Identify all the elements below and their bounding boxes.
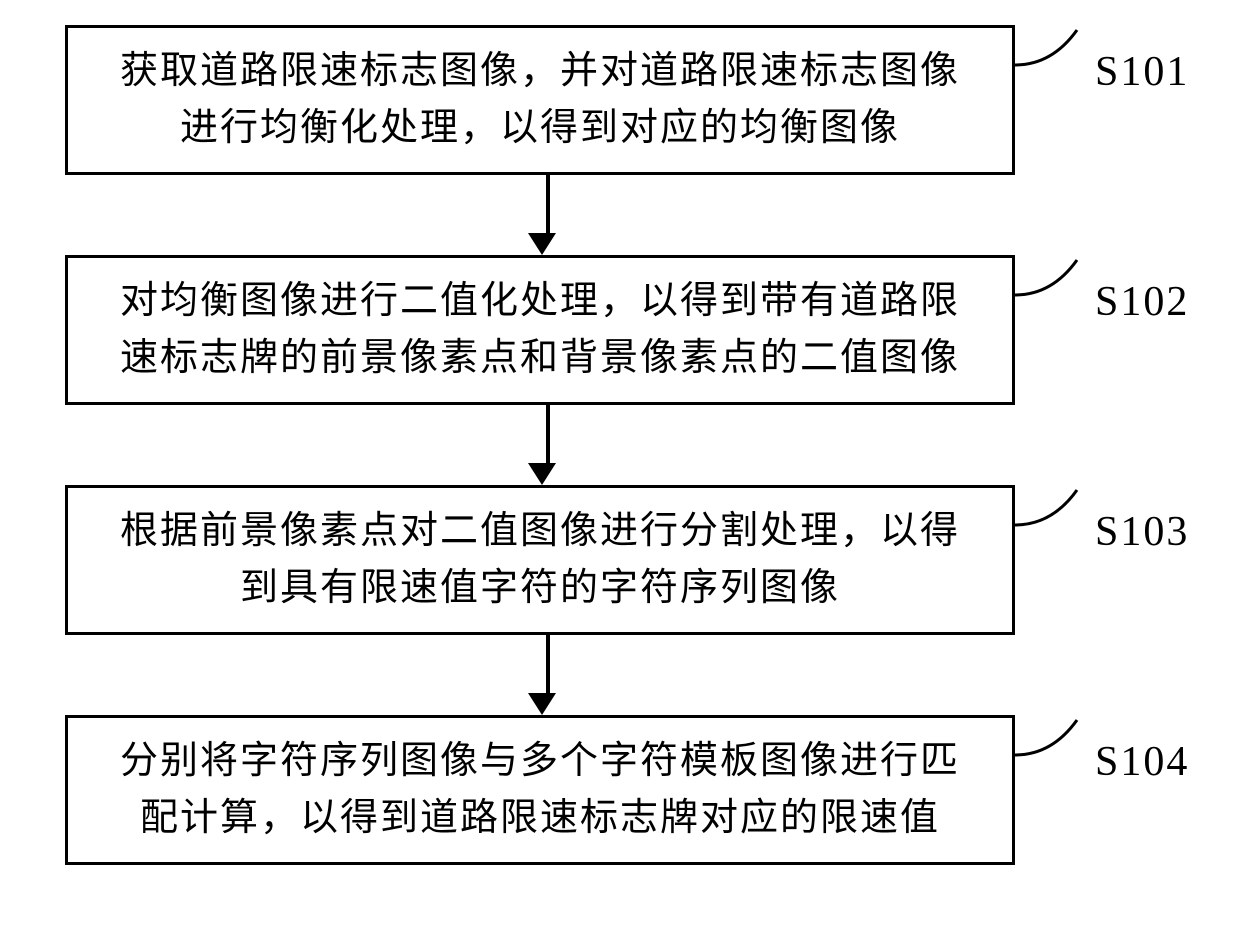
arrow-head-1	[528, 233, 556, 255]
step-box-2: 对均衡图像进行二值化处理，以得到带有道路限 速标志牌的前景像素点和背景像素点的二…	[65, 255, 1015, 405]
arrow-head-3	[528, 693, 556, 715]
step-2-line2: 速标志牌的前景像素点和背景像素点的二值图像	[120, 337, 960, 379]
step-3-line2: 到具有限速值字符的字符序列图像	[240, 567, 840, 609]
step-label-4: S104	[1095, 738, 1189, 786]
step-box-4: 分别将字符序列图像与多个字符模板图像进行匹 配计算，以得到道路限速标志牌对应的限…	[65, 715, 1015, 865]
step-text-3: 根据前景像素点对二值图像进行分割处理，以得 到具有限速值字符的字符序列图像	[120, 503, 960, 617]
arrow-line-1	[546, 175, 550, 233]
arrow-head-2	[528, 463, 556, 485]
step-1-line1: 获取道路限速标志图像，并对道路限速标志图像	[120, 50, 960, 92]
step-box-3: 根据前景像素点对二值图像进行分割处理，以得 到具有限速值字符的字符序列图像	[65, 485, 1015, 635]
step-4-line1: 分别将字符序列图像与多个字符模板图像进行匹	[120, 740, 960, 782]
step-2-line1: 对均衡图像进行二值化处理，以得到带有道路限	[120, 280, 960, 322]
step-4-line2: 配计算，以得到道路限速标志牌对应的限速值	[140, 797, 940, 839]
step-text-1: 获取道路限速标志图像，并对道路限速标志图像 进行均衡化处理，以得到对应的均衡图像	[120, 43, 960, 157]
connector-curve-1	[1012, 25, 1092, 95]
connector-curve-3	[1012, 485, 1092, 555]
arrow-line-3	[546, 635, 550, 693]
step-text-2: 对均衡图像进行二值化处理，以得到带有道路限 速标志牌的前景像素点和背景像素点的二…	[120, 273, 960, 387]
step-box-1: 获取道路限速标志图像，并对道路限速标志图像 进行均衡化处理，以得到对应的均衡图像	[65, 25, 1015, 175]
step-text-4: 分别将字符序列图像与多个字符模板图像进行匹 配计算，以得到道路限速标志牌对应的限…	[120, 733, 960, 847]
arrow-3	[540, 635, 556, 715]
arrow-1	[540, 175, 556, 255]
step-3-line1: 根据前景像素点对二值图像进行分割处理，以得	[120, 510, 960, 552]
connector-curve-2	[1012, 255, 1092, 325]
arrow-line-2	[546, 405, 550, 463]
flowchart-container: 获取道路限速标志图像，并对道路限速标志图像 进行均衡化处理，以得到对应的均衡图像…	[0, 0, 1240, 943]
connector-curve-4	[1012, 715, 1092, 785]
step-label-1: S101	[1095, 48, 1189, 96]
step-label-3: S103	[1095, 508, 1189, 556]
step-1-line2: 进行均衡化处理，以得到对应的均衡图像	[180, 107, 900, 149]
step-label-2: S102	[1095, 278, 1189, 326]
arrow-2	[540, 405, 556, 485]
